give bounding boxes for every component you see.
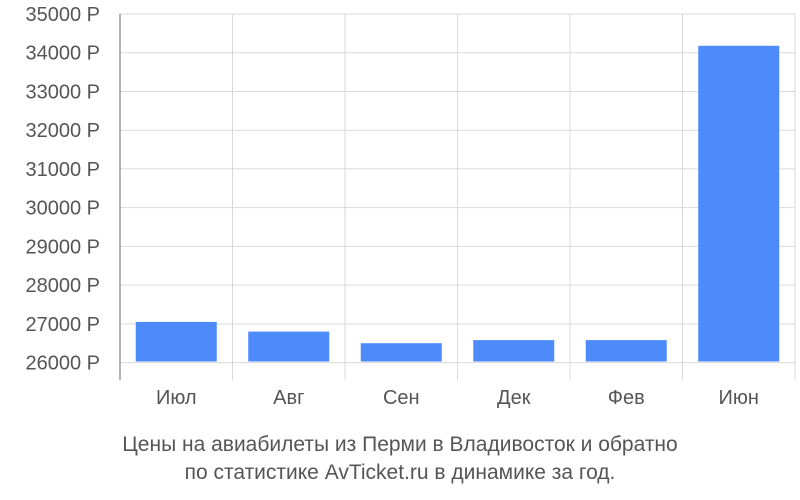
x-tick-label: Авг: [273, 387, 304, 409]
x-tick-label: Июл: [156, 387, 197, 409]
y-tick-label: 32000 Р: [25, 120, 100, 142]
y-tick-label: 26000 Р: [25, 353, 100, 375]
tick-labels: 26000 Р 27000 Р 28000 Р 29000 Р 30000 Р 31000…: [25, 4, 758, 409]
bar-6: [698, 45, 780, 362]
price-bar-chart: 26000 Р 27000 Р 28000 Р 29000 Р 30000 Р 31000…: [25, 4, 796, 409]
chart-caption-line-2: по статистике AvTicket.ru в динамике за …: [184, 461, 616, 484]
x-tick-label: Июн: [719, 387, 759, 409]
y-tick-label: 33000 Р: [25, 81, 100, 103]
y-tick-label: 27000 Р: [25, 314, 100, 336]
y-tick-label: 28000 Р: [25, 275, 100, 297]
bar-4: [473, 340, 555, 362]
chart-caption-line-1: Цены на авиабилеты из Перми в Владивосто…: [122, 433, 678, 456]
x-tick-label: Фев: [608, 387, 645, 409]
y-tick-label: 30000 Р: [25, 198, 100, 220]
bar-3: [360, 343, 442, 362]
bar-2: [248, 331, 330, 362]
bar-1: [135, 321, 217, 362]
bar-5: [585, 340, 667, 362]
x-tick-label: Сен: [383, 387, 420, 409]
bars: [135, 45, 780, 362]
x-tick-label: Дек: [497, 387, 531, 409]
y-tick-label: 31000 Р: [25, 159, 100, 181]
y-tick-label: 34000 Р: [25, 43, 100, 65]
y-tick-label: 35000 Р: [25, 4, 100, 26]
grid-lines: [120, 13, 796, 380]
y-tick-label: 29000 Р: [25, 236, 100, 258]
